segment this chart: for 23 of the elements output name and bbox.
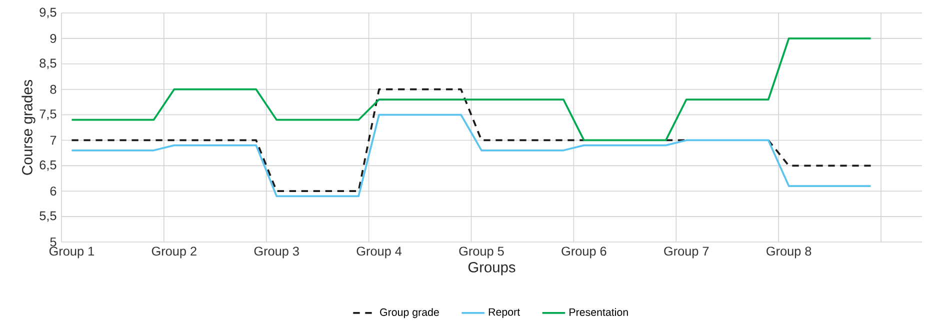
legend-label: Report bbox=[488, 308, 520, 318]
x-tick-label: Group 8 bbox=[766, 246, 812, 258]
y-tick-label: 6,5 bbox=[40, 160, 56, 171]
y-tick-label: 5,5 bbox=[40, 211, 56, 222]
x-tick-label: Group 3 bbox=[254, 246, 299, 258]
x-tick-label: Group 4 bbox=[356, 246, 402, 258]
x-tick-label: Group 1 bbox=[49, 246, 94, 258]
y-tick-label: 5 bbox=[50, 238, 56, 246]
x-axis-title: Groups bbox=[468, 262, 516, 276]
x-tick-label: Group 7 bbox=[664, 246, 709, 258]
x-tick-label: Group 2 bbox=[152, 246, 196, 258]
legend-label: Group grade bbox=[380, 308, 439, 318]
y-tick-label: 8 bbox=[50, 84, 56, 94]
y-tick-label: 7,5 bbox=[40, 110, 56, 120]
y-tick-label: 9,5 bbox=[40, 8, 56, 18]
x-tick-label: Group 6 bbox=[562, 246, 606, 258]
y-tick-label: 7 bbox=[50, 136, 56, 145]
y-tick-label: 6 bbox=[50, 186, 56, 196]
y-axis-title: Course grades bbox=[22, 80, 36, 175]
x-tick-label: Group 5 bbox=[459, 246, 504, 258]
y-tick-label: 9 bbox=[50, 34, 56, 43]
legend-label: Presentation bbox=[570, 308, 628, 316]
y-tick-label: 8,5 bbox=[40, 58, 56, 70]
